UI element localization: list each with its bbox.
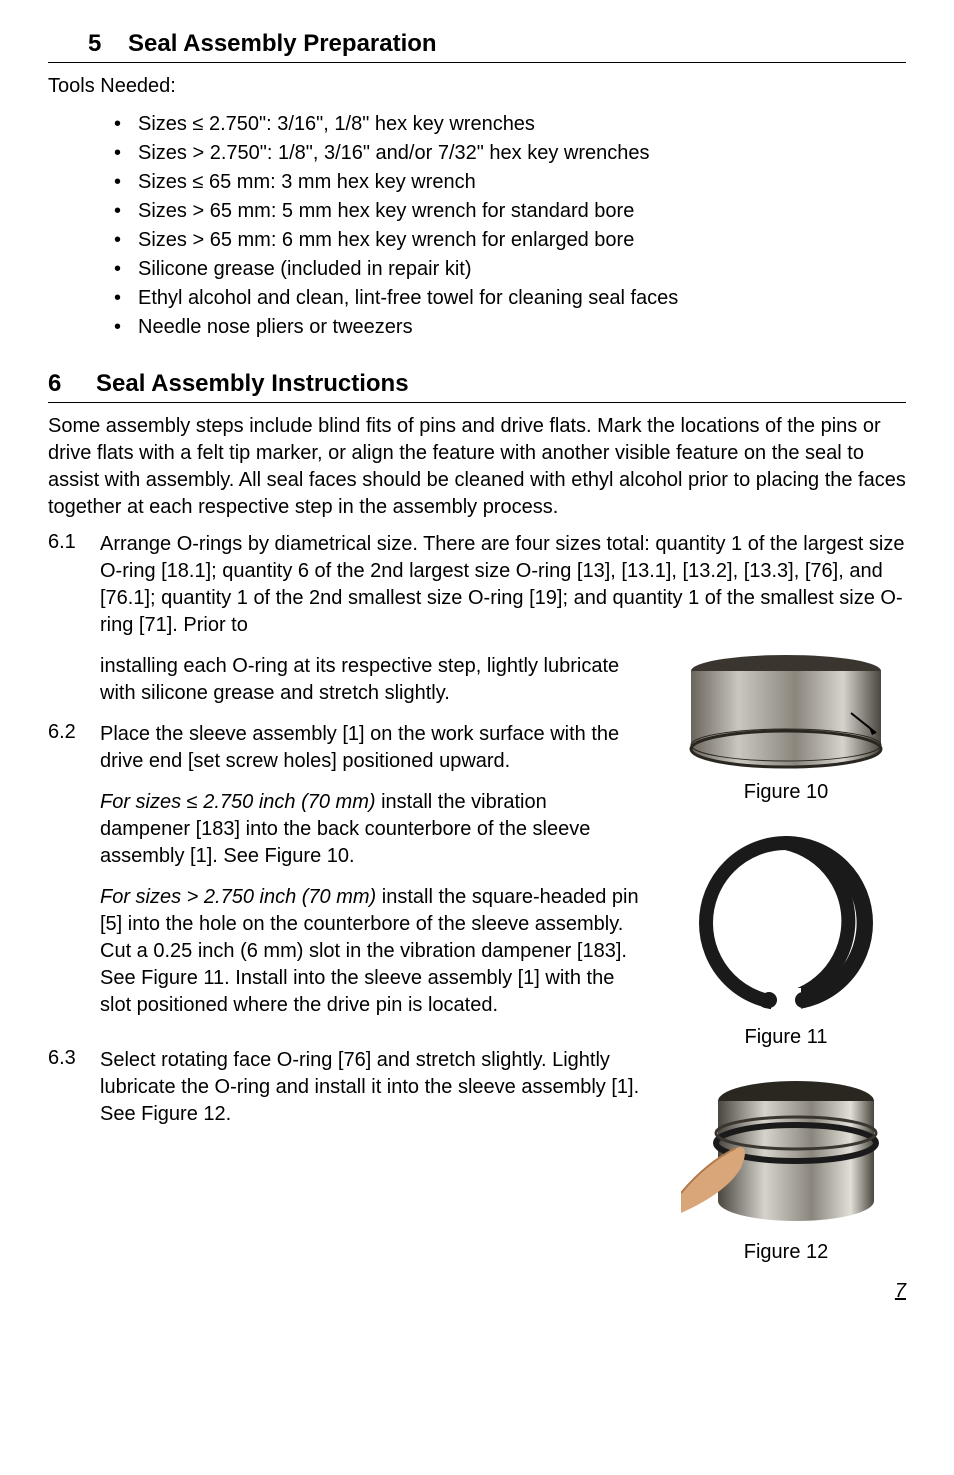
sleeve-photo-icon (676, 653, 896, 773)
step-text: Arrange O-rings by diametrical size. The… (100, 531, 906, 639)
section-5-number: 5 (88, 30, 128, 58)
page-number: 7 (48, 1280, 906, 1303)
step-6-3: 6.3 Select rotating face O-ring [76] and… (48, 1047, 642, 1128)
section-6-rule (48, 402, 906, 403)
right-column: Figure 10 Figure 11 (666, 653, 906, 1264)
list-item: Sizes ≤ 65 mm: 3 mm hex key wrench (138, 168, 906, 197)
split-ring-icon (691, 828, 881, 1018)
step-paragraph: For sizes > 2.750 inch (70 mm) install t… (100, 884, 642, 1019)
list-item: Sizes ≤ 2.750": 3/16", 1/8" hex key wren… (138, 110, 906, 139)
tools-list: Sizes ≤ 2.750": 3/16", 1/8" hex key wren… (48, 110, 906, 342)
section-5-title: Seal Assembly Preparation (128, 30, 437, 58)
two-column-region: installing each O-ring at its respective… (48, 653, 906, 1264)
step-6-1-top: 6.1 Arrange O-rings by diametrical size.… (48, 531, 906, 639)
section-6-heading: 6 Seal Assembly Instructions (48, 370, 906, 398)
step-paragraph: Place the sleeve assembly [1] on the wor… (100, 721, 642, 775)
step-number: 6.2 (48, 721, 100, 1033)
step-6-2: 6.2 Place the sleeve assembly [1] on the… (48, 721, 642, 1033)
step-paragraph: For sizes ≤ 2.750 inch (70 mm) install t… (100, 789, 642, 870)
section-6-number: 6 (48, 370, 96, 398)
left-column: installing each O-ring at its respective… (48, 653, 642, 1264)
list-item: Silicone grease (included in repair kit) (138, 255, 906, 284)
list-item: Sizes > 65 mm: 5 mm hex key wrench for s… (138, 197, 906, 226)
figure-12 (666, 1073, 906, 1233)
list-item: Sizes > 2.750": 1/8", 3/16" and/or 7/32"… (138, 139, 906, 168)
list-item: Ethyl alcohol and clean, lint-free towel… (138, 284, 906, 313)
emphasis: For sizes > 2.750 inch (70 mm) (100, 886, 376, 908)
step-number-blank (48, 653, 100, 707)
section-5-rule (48, 62, 906, 63)
step-text: Select rotating face O-ring [76] and str… (100, 1047, 642, 1128)
list-item: Needle nose pliers or tweezers (138, 313, 906, 342)
step-number: 6.3 (48, 1047, 100, 1128)
step-number: 6.1 (48, 531, 100, 639)
tools-needed-label: Tools Needed: (48, 73, 906, 100)
oring-install-photo-icon (681, 1073, 891, 1233)
step-text: Place the sleeve assembly [1] on the wor… (100, 721, 642, 1033)
section-6-title: Seal Assembly Instructions (96, 370, 409, 398)
section-6-intro: Some assembly steps include blind fits o… (48, 413, 906, 521)
step-6-1-cont: installing each O-ring at its respective… (48, 653, 642, 707)
figure-10-caption: Figure 10 (666, 781, 906, 804)
figure-12-caption: Figure 12 (666, 1241, 906, 1264)
section-5-heading: 5 Seal Assembly Preparation (48, 30, 906, 58)
figure-11-caption: Figure 11 (666, 1026, 906, 1049)
page: 5 Seal Assembly Preparation Tools Needed… (0, 0, 954, 1323)
list-item: Sizes > 65 mm: 6 mm hex key wrench for e… (138, 226, 906, 255)
figure-11 (666, 828, 906, 1018)
emphasis: For sizes ≤ 2.750 inch (70 mm) (100, 791, 376, 813)
figure-10 (666, 653, 906, 773)
step-text: installing each O-ring at its respective… (100, 653, 642, 707)
